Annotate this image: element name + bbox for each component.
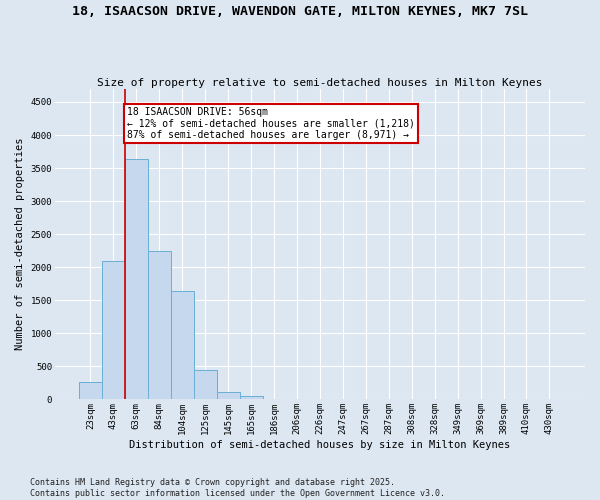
X-axis label: Distribution of semi-detached houses by size in Milton Keynes: Distribution of semi-detached houses by … <box>129 440 511 450</box>
Text: 18, ISAACSON DRIVE, WAVENDON GATE, MILTON KEYNES, MK7 7SL: 18, ISAACSON DRIVE, WAVENDON GATE, MILTO… <box>72 5 528 18</box>
Y-axis label: Number of semi-detached properties: Number of semi-detached properties <box>15 138 25 350</box>
Bar <box>194 370 217 400</box>
Bar <box>148 250 171 400</box>
Bar <box>79 382 102 400</box>
Bar <box>102 260 125 400</box>
Text: Contains HM Land Registry data © Crown copyright and database right 2025.
Contai: Contains HM Land Registry data © Crown c… <box>30 478 445 498</box>
Text: 18 ISAACSON DRIVE: 56sqm
← 12% of semi-detached houses are smaller (1,218)
87% o: 18 ISAACSON DRIVE: 56sqm ← 12% of semi-d… <box>127 108 415 140</box>
Bar <box>217 392 239 400</box>
Bar <box>125 159 148 400</box>
Bar <box>239 396 263 400</box>
Title: Size of property relative to semi-detached houses in Milton Keynes: Size of property relative to semi-detach… <box>97 78 542 88</box>
Bar <box>171 291 194 400</box>
